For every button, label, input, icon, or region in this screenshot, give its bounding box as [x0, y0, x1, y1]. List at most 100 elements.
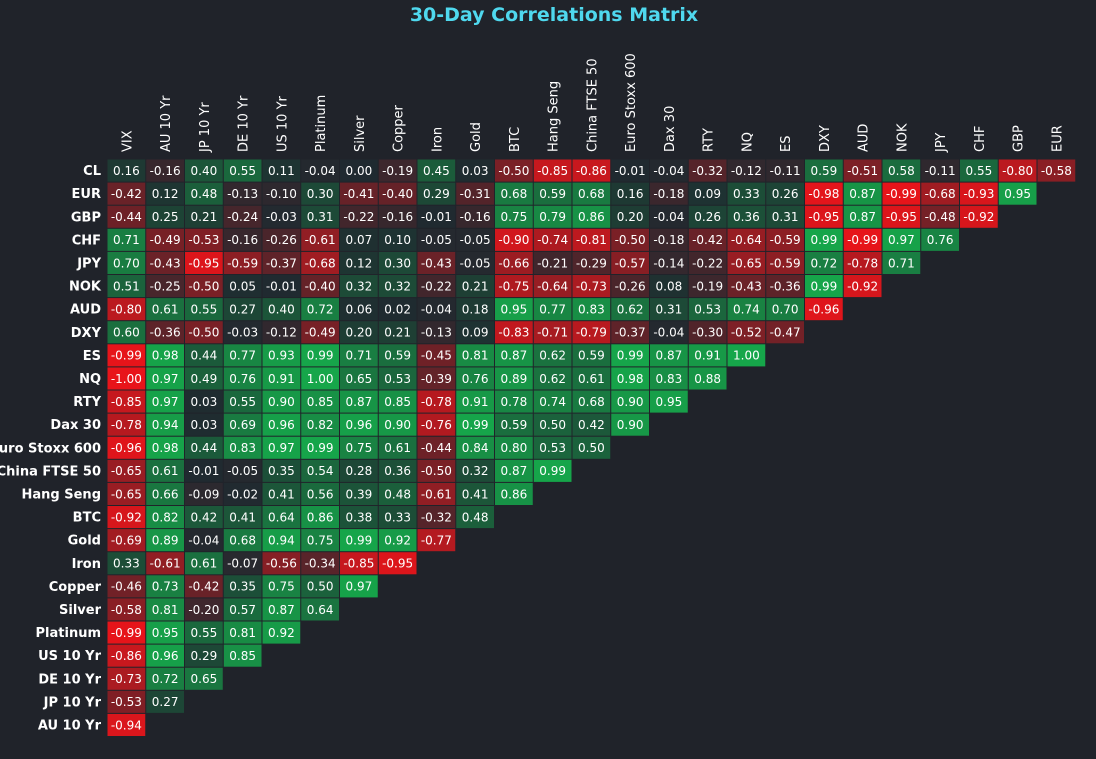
cell-value: -0.32	[421, 510, 452, 524]
cell-value: 0.45	[423, 164, 450, 178]
cell-value: -0.04	[653, 164, 684, 178]
heatmap-cell	[301, 298, 339, 321]
cell-value: -0.12	[731, 164, 762, 178]
heatmap-cell	[572, 182, 611, 205]
cell-value: 0.41	[462, 487, 489, 501]
cell-value: 0.61	[384, 441, 411, 455]
heatmap-cell	[456, 321, 494, 344]
heatmap-cell	[456, 436, 494, 459]
heatmap-cell	[378, 251, 417, 274]
cell-value: 0.08	[656, 279, 683, 293]
heatmap-cell	[340, 482, 378, 505]
cell-value: -0.73	[576, 279, 607, 293]
cell-value: -0.25	[150, 279, 181, 293]
cell-value: -0.69	[111, 533, 142, 547]
heatmap-cell	[301, 390, 339, 413]
cell-value: 0.97	[152, 395, 179, 409]
cell-value: -0.13	[227, 187, 258, 201]
heatmap-cell	[185, 529, 223, 552]
heatmap-cell	[146, 205, 184, 228]
heatmap-cell	[146, 552, 184, 575]
cell-value: -0.78	[847, 256, 878, 270]
column-label: Copper	[392, 104, 407, 152]
cell-value: -0.19	[692, 279, 723, 293]
cell-value: -0.16	[460, 210, 491, 224]
column-label: EUR	[1050, 125, 1065, 152]
cell-value: -0.43	[731, 279, 762, 293]
heatmap-cell	[805, 298, 843, 321]
cell-value: -0.19	[382, 164, 413, 178]
heatmap-cell	[688, 251, 727, 274]
heatmap-cell	[262, 506, 301, 529]
cell-value: -0.31	[460, 187, 491, 201]
cell-value: -0.36	[770, 279, 801, 293]
cell-value: -0.58	[1041, 164, 1072, 178]
cell-value: -0.30	[692, 326, 723, 340]
heatmap-cell	[223, 298, 262, 321]
heatmap-cell	[533, 159, 572, 182]
heatmap-cell	[495, 413, 533, 436]
heatmap-cell	[921, 159, 959, 182]
cell-value: 0.56	[307, 487, 334, 501]
heatmap-cell	[417, 367, 456, 390]
heatmap-cell	[805, 205, 843, 228]
heatmap-cell	[107, 182, 146, 205]
heatmap-cell	[146, 667, 184, 690]
cell-value: 0.85	[384, 395, 411, 409]
heatmap-cell	[805, 251, 843, 274]
heatmap-cell	[727, 344, 766, 367]
column-label: ES	[779, 136, 794, 152]
cell-value: 0.96	[346, 418, 373, 432]
cell-value: 0.32	[346, 279, 373, 293]
column-label: JP 10 Yr	[198, 102, 213, 153]
cell-value: -0.48	[925, 210, 956, 224]
cell-value: 0.92	[268, 626, 295, 640]
heatmap-cell	[456, 482, 494, 505]
cell-value: 0.03	[191, 395, 218, 409]
cell-value: -0.47	[770, 326, 801, 340]
heatmap-cell	[650, 275, 688, 298]
heatmap-cell	[146, 506, 184, 529]
cell-value: 0.06	[346, 302, 373, 316]
cell-value: -0.10	[266, 187, 297, 201]
cell-value: 0.55	[191, 626, 218, 640]
cell-value: 0.36	[733, 210, 760, 224]
cell-value: 0.97	[346, 580, 373, 594]
cell-value: 0.18	[462, 302, 489, 316]
heatmap-cell	[533, 367, 572, 390]
heatmap-cell	[1037, 159, 1076, 182]
heatmap-cell	[495, 344, 533, 367]
heatmap-cell	[340, 182, 378, 205]
cell-value: 0.96	[152, 649, 179, 663]
heatmap-cell	[417, 205, 456, 228]
cell-value: 0.86	[307, 510, 334, 524]
cell-value: 0.76	[462, 372, 489, 386]
cell-value: -0.99	[886, 187, 917, 201]
heatmap-cell	[456, 228, 494, 251]
cell-value: 0.21	[191, 210, 218, 224]
cell-value: 0.81	[152, 603, 179, 617]
cell-value: 0.50	[307, 580, 334, 594]
heatmap-cell	[146, 159, 184, 182]
heatmap-cell	[301, 436, 339, 459]
cell-value: 0.94	[152, 418, 179, 432]
column-label: BTC	[508, 127, 523, 152]
cell-value: -0.22	[692, 256, 723, 270]
cell-value: -0.65	[731, 256, 762, 270]
heatmap-cell	[262, 205, 301, 228]
cell-value: 0.53	[694, 302, 721, 316]
column-label: Dax 30	[663, 106, 678, 152]
column-label: Iron	[430, 127, 445, 152]
heatmap-cell	[572, 159, 611, 182]
heatmap-cell	[611, 228, 649, 251]
cell-value: -0.12	[266, 326, 297, 340]
heatmap-cell	[107, 506, 146, 529]
heatmap-cell	[572, 436, 611, 459]
heatmap-cell	[456, 367, 494, 390]
heatmap-cells: 0.16 -0.16 0.40 0.55 0.11 -0.04 0.00 -0.19 0.45 0…	[107, 159, 1076, 736]
cell-value: 0.80	[501, 441, 528, 455]
cell-value: -0.77	[421, 533, 452, 547]
cell-value: 0.48	[462, 510, 489, 524]
heatmap-cell	[301, 228, 339, 251]
heatmap-cell	[766, 159, 804, 182]
